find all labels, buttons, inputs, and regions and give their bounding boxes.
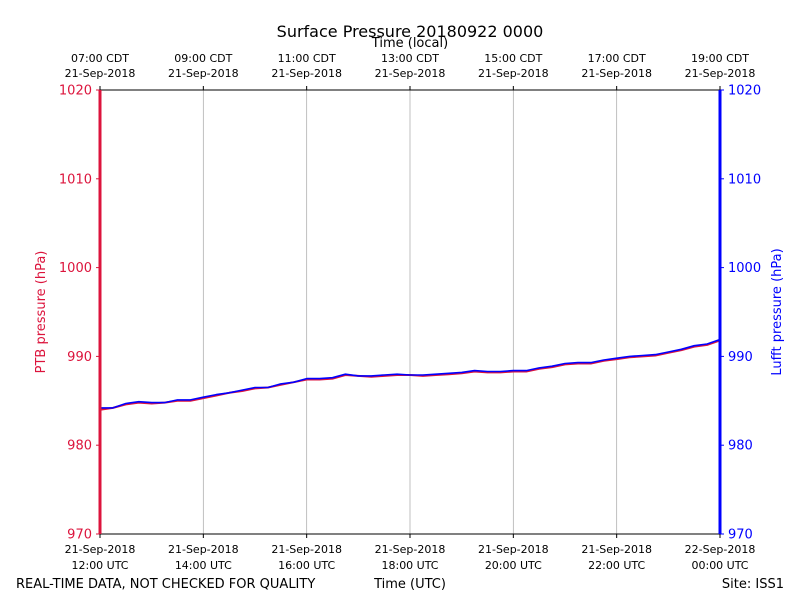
top-x-tick-time: 09:00 CDT xyxy=(174,52,232,65)
top-x-tick-date: 21-Sep-2018 xyxy=(375,67,446,80)
bottom-x-tick-date: 21-Sep-2018 xyxy=(581,543,652,556)
top-x-tick-time: 07:00 CDT xyxy=(71,52,129,65)
left-y-tick-label: 1010 xyxy=(59,172,92,187)
top-x-tick-time: 13:00 CDT xyxy=(381,52,439,65)
top-x-tick-time: 17:00 CDT xyxy=(588,52,646,65)
bottom-x-tick-time: 22:00 UTC xyxy=(588,559,645,572)
top-x-tick-date: 21-Sep-2018 xyxy=(581,67,652,80)
bottom-x-tick-date: 22-Sep-2018 xyxy=(685,543,756,556)
bottom-x-axis: 21-Sep-2018 12:00 UTC 21-Sep-2018 14:00 UTC… xyxy=(65,534,756,572)
top-x-tick-date: 21-Sep-2018 xyxy=(168,67,239,80)
left-y-axis-label: PTB pressure (hPa) xyxy=(34,251,49,374)
top-x-tick-time: 15:00 CDT xyxy=(484,52,542,65)
right-y-tick-label: 1020 xyxy=(728,84,761,99)
bottom-axis-label: Time (UTC) xyxy=(373,577,446,592)
top-x-tick-time: 11:00 CDT xyxy=(278,52,336,65)
right-y-tick-label: 1010 xyxy=(728,172,761,187)
left-y-tick-label: 990 xyxy=(67,350,92,365)
bottom-x-tick-time: 20:00 UTC xyxy=(485,559,542,572)
top-x-tick-date: 21-Sep-2018 xyxy=(271,67,342,80)
top-axis-label: Time (local) xyxy=(371,36,448,51)
top-x-axis: 07:00 CDT 21-Sep-2018 09:00 CDT 21-Sep-2018… xyxy=(65,52,756,90)
right-y-axis: 970 980 990 1000 1010 1020 xyxy=(720,84,761,543)
top-x-tick-date: 21-Sep-2018 xyxy=(685,67,756,80)
top-x-tick-time: 19:00 CDT xyxy=(691,52,749,65)
grid-layer xyxy=(202,90,618,534)
data-quality-note: REAL-TIME DATA, NOT CHECKED FOR QUALITY xyxy=(16,577,315,592)
left-y-tick-label: 1020 xyxy=(59,84,92,99)
site-label: Site: ISS1 xyxy=(722,577,784,592)
bottom-x-tick-time: 14:00 UTC xyxy=(175,559,232,572)
lufft-pressure-line xyxy=(100,338,721,409)
bottom-x-tick-time: 00:00 UTC xyxy=(691,559,748,572)
bottom-x-tick-date: 21-Sep-2018 xyxy=(168,543,239,556)
bottom-x-tick-time: 18:00 UTC xyxy=(381,559,438,572)
bottom-x-tick-date: 21-Sep-2018 xyxy=(65,543,136,556)
bottom-x-tick-time: 16:00 UTC xyxy=(278,559,335,572)
bottom-x-tick-date: 21-Sep-2018 xyxy=(271,543,342,556)
series-layer xyxy=(99,338,721,411)
chart-title: Surface Pressure 20180922 0000 xyxy=(277,22,544,41)
bottom-x-tick-date: 21-Sep-2018 xyxy=(478,543,549,556)
left-y-tick-label: 1000 xyxy=(59,261,92,276)
bottom-x-tick-date: 21-Sep-2018 xyxy=(375,543,446,556)
top-x-tick-date: 21-Sep-2018 xyxy=(65,67,136,80)
left-y-tick-label: 980 xyxy=(67,439,92,454)
right-y-tick-label: 1000 xyxy=(728,261,761,276)
bottom-x-tick-time: 12:00 UTC xyxy=(71,559,128,572)
right-y-tick-label: 990 xyxy=(728,350,753,365)
right-y-tick-label: 980 xyxy=(728,439,753,454)
right-y-tick-label: 970 xyxy=(728,528,753,543)
left-y-axis: 970 980 990 1000 1010 1020 xyxy=(59,84,100,543)
top-x-tick-date: 21-Sep-2018 xyxy=(478,67,549,80)
right-y-axis-label: Lufft pressure (hPa) xyxy=(770,248,785,375)
left-y-tick-label: 970 xyxy=(67,528,92,543)
